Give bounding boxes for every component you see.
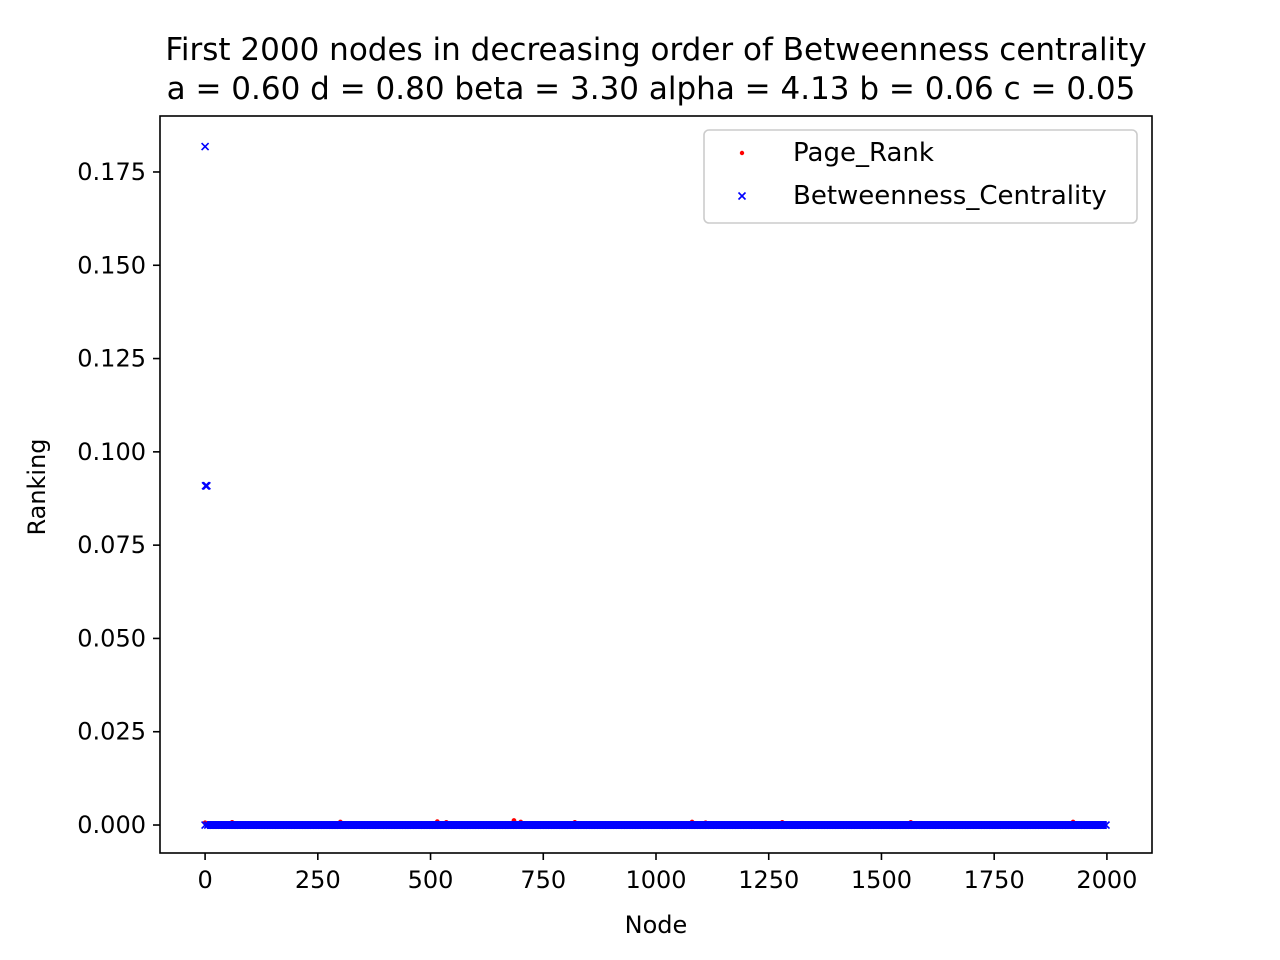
x-tick-label: 1750 <box>964 866 1025 894</box>
y-axis-label: Ranking <box>23 438 51 535</box>
x-tick-label: 2000 <box>1076 866 1137 894</box>
legend-box <box>703 129 1138 224</box>
x-tick-label: 750 <box>520 866 566 894</box>
legend-marker-betweenness-centrality <box>737 191 747 201</box>
x-tick-label: 250 <box>295 866 341 894</box>
legend-marker-page-rank <box>739 150 745 156</box>
plot-frame <box>159 115 1153 854</box>
y-axis-ticks: 0.000 0.025 0.050 0.075 0.100 0.125 0.150 0.175 <box>77 158 160 839</box>
y-tick-label: 0.150 <box>77 251 146 279</box>
betweenness-centrality-point <box>1101 820 1111 830</box>
y-tick-label: 0.175 <box>77 158 146 186</box>
legend-label-betweenness-centrality: Betweenness_Centrality <box>793 181 1107 211</box>
x-axis-ticks: 0 250 500 750 1000 1250 1500 1750 2000 <box>197 853 1137 894</box>
y-tick-label: 0.050 <box>77 624 146 652</box>
x-tick-label: 500 <box>408 866 454 894</box>
y-tick-label: 0.025 <box>77 718 146 746</box>
y-tick-label: 0.075 <box>77 531 146 559</box>
plot-marks <box>201 142 1111 830</box>
y-tick-label: 0.000 <box>77 811 146 839</box>
x-tick-label: 1500 <box>851 866 912 894</box>
x-tick-label: 0 <box>197 866 212 894</box>
legend-label-page-rank: Page_Rank <box>793 138 934 168</box>
chart-title: First 2000 nodes in decreasing order of … <box>165 32 1146 68</box>
betweenness-centrality-point <box>201 142 210 151</box>
x-tick-label: 1250 <box>738 866 799 894</box>
y-tick-label: 0.125 <box>77 345 146 373</box>
x-tick-label: 1000 <box>625 866 686 894</box>
y-tick-label: 0.100 <box>77 438 146 466</box>
x-axis-label: Node <box>625 911 688 939</box>
series-betweenness-centrality <box>201 142 1111 830</box>
betweenness-centrality-point <box>202 481 211 490</box>
legend: Page_Rank Betweenness_Centrality <box>703 129 1138 224</box>
betweenness-centrality-point <box>1099 820 1108 830</box>
chart-subtitle: a = 0.60 d = 0.80 beta = 3.30 alpha = 4.… <box>167 71 1136 107</box>
